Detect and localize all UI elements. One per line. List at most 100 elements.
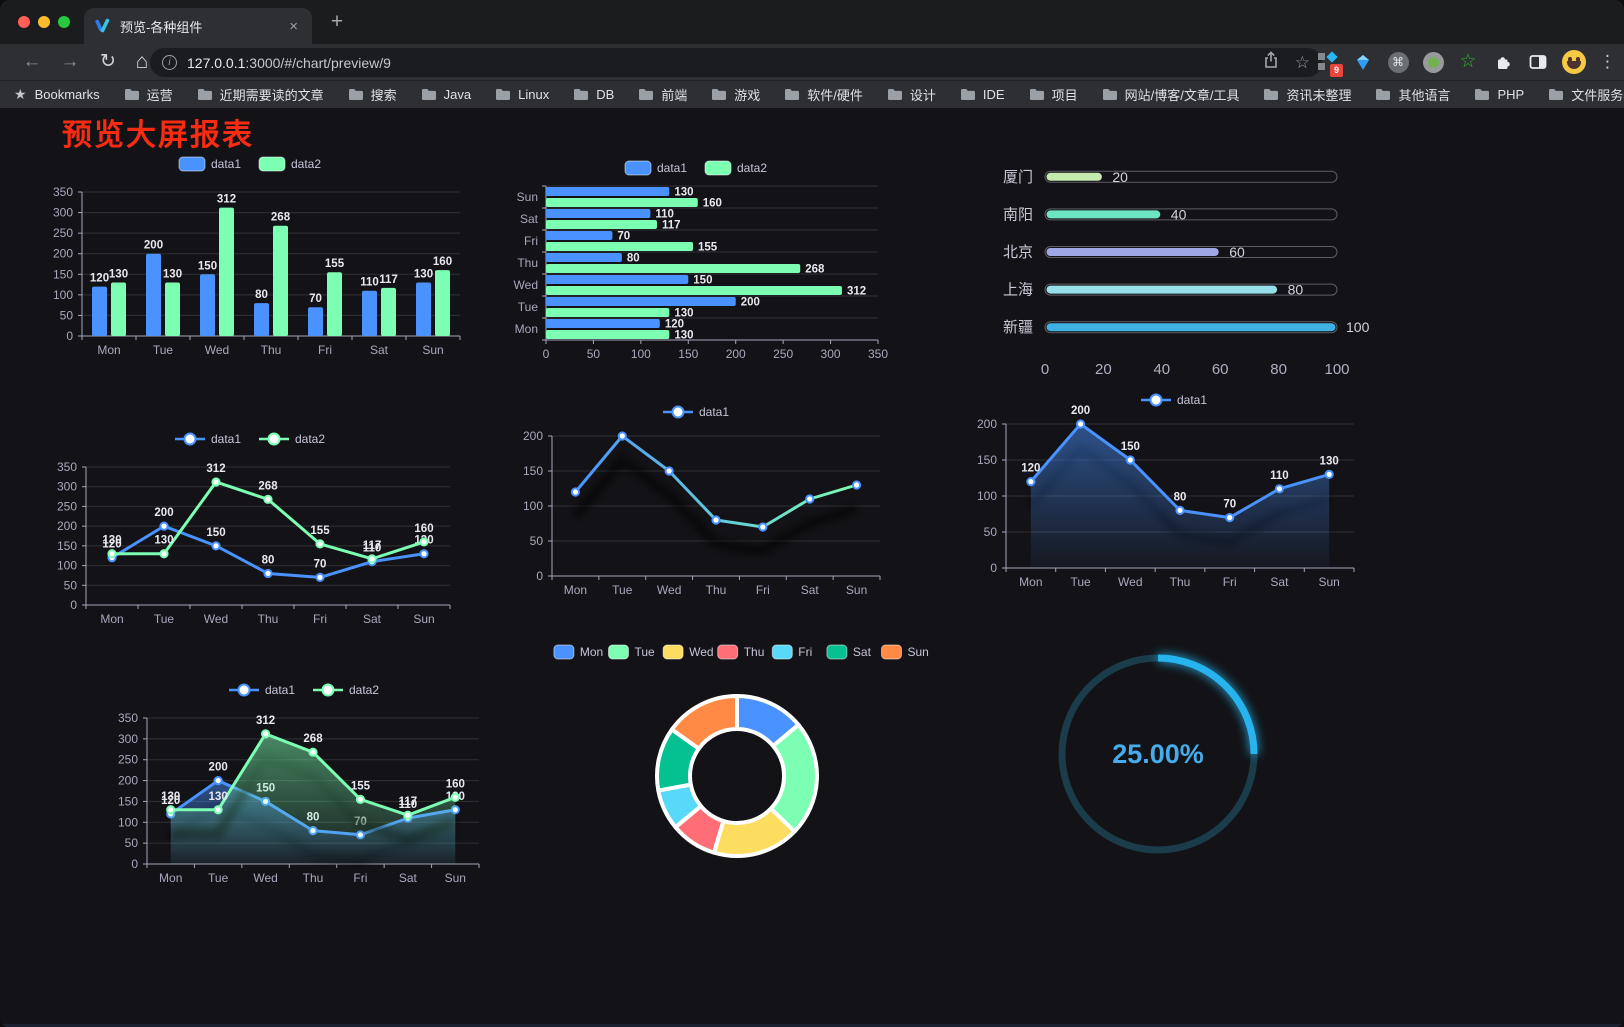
svg-text:50: 50 (984, 525, 998, 539)
bookmark-folder[interactable]: 运营 (124, 85, 173, 104)
extension-grid-icon[interactable]: 9 (1317, 51, 1343, 77)
donut-chart[interactable]: Mon Tue Wed Thu Fri Sat Sun (545, 636, 935, 868)
svg-text:Mon: Mon (97, 343, 120, 357)
extensions-cluster: 9 ⌘ ☆ (1317, 47, 1616, 77)
svg-text:Thu: Thu (258, 612, 279, 626)
svg-text:110: 110 (1270, 470, 1289, 482)
bookmark-folder[interactable]: 网站/博客/文章/工具 (1102, 85, 1239, 104)
bookmarks-bar: ★ Bookmarks 运营 近期需要读的文章 搜索 Java Linux DB 前端 游戏 软… (0, 80, 1624, 108)
bookmark-folder[interactable]: 前端 (638, 85, 687, 104)
dual-area-line-chart[interactable]: 0 50 100 150 200 250 300 350 Mon Tue Wed Thu Fri Sat S… (95, 672, 517, 888)
bookmark-folder[interactable]: 搜索 (348, 85, 397, 104)
svg-text:160: 160 (446, 778, 465, 790)
page-title: 预览大屏报表 (62, 119, 254, 152)
svg-text:100: 100 (118, 815, 138, 829)
home-icon[interactable]: ⌂ (135, 50, 149, 73)
bookmark-star-icon[interactable]: ☆ (1294, 52, 1310, 72)
svg-text:70: 70 (617, 231, 630, 243)
svg-text:155: 155 (310, 525, 330, 537)
svg-text:350: 350 (868, 347, 888, 361)
svg-text:350: 350 (57, 460, 77, 474)
svg-text:200: 200 (726, 347, 746, 361)
svg-text:117: 117 (662, 220, 681, 232)
svg-text:Tue: Tue (635, 645, 656, 659)
svg-text:Sat: Sat (1270, 575, 1289, 589)
svg-text:300: 300 (53, 206, 73, 220)
svg-text:Sun: Sun (413, 612, 434, 626)
browser-menu-icon[interactable]: ⋮ (1599, 52, 1616, 71)
svg-text:Sun: Sun (908, 645, 929, 659)
bookmark-folder[interactable]: 文件服务器 (1548, 85, 1624, 104)
sidebar-icon[interactable] (1527, 51, 1549, 73)
minimize-window-button[interactable] (38, 16, 50, 28)
svg-text:Sun: Sun (445, 871, 466, 885)
bookmark-folder[interactable]: 近期需要读的文章 (197, 85, 324, 104)
bookmark-folder[interactable]: 设计 (887, 85, 936, 104)
svg-text:110: 110 (655, 209, 674, 221)
svg-text:110: 110 (399, 799, 418, 811)
bookmark-folder[interactable]: 软件/硬件 (784, 85, 863, 104)
address-bar[interactable]: 127.0.0.1 :3000/#/chart/preview/9 ☆ (150, 48, 1322, 77)
progress-gauge[interactable]: 25.00% (1048, 644, 1268, 866)
svg-text:110: 110 (360, 277, 379, 289)
puzzle-icon[interactable] (1492, 51, 1514, 73)
bookmarks-manager[interactable]: ★ Bookmarks (14, 86, 100, 102)
site-info-icon[interactable] (162, 55, 177, 70)
svg-text:Fri: Fri (353, 871, 367, 885)
bookmark-folder[interactable]: Linux (495, 87, 549, 102)
bookmark-folder[interactable]: Java (421, 87, 471, 102)
tab-strip: 预览-各种组件 × + (0, 0, 1624, 44)
svg-text:data2: data2 (295, 432, 325, 446)
svg-text:data2: data2 (291, 157, 321, 171)
forward-icon[interactable]: → (60, 51, 80, 72)
svg-text:200: 200 (118, 774, 138, 788)
bookmark-folder[interactable]: IDE (960, 87, 1005, 102)
svg-text:60: 60 (1229, 244, 1245, 260)
svg-text:155: 155 (351, 780, 371, 792)
svg-text:120: 120 (665, 319, 684, 331)
back-icon[interactable]: ← (22, 51, 42, 72)
gradient-line-chart[interactable]: 0 50 100 150 200 Mon Tue Wed Thu Fri Sat Sun data1 (500, 398, 896, 612)
svg-text:130: 130 (209, 791, 228, 803)
profile-avatar[interactable] (1562, 50, 1586, 74)
browser-tab[interactable]: 预览-各种组件 × (84, 8, 312, 44)
svg-text:Wed: Wed (689, 645, 713, 659)
svg-text:Fri: Fri (798, 645, 812, 659)
svg-text:130: 130 (109, 269, 128, 281)
close-window-button[interactable] (18, 16, 30, 28)
maximize-window-button[interactable] (58, 16, 70, 28)
horizontal-bar-chart[interactable]: 0 50 100 150 200 250 300 350 Sun Sat Fri Thu Wed Tue M… (500, 152, 896, 368)
svg-text:80: 80 (627, 253, 640, 265)
extension-record-icon[interactable] (1422, 51, 1444, 73)
svg-text:70: 70 (309, 293, 322, 305)
svg-text:Thu: Thu (517, 256, 538, 270)
bookmark-folder[interactable]: 资讯未整理 (1263, 85, 1351, 104)
svg-text:60: 60 (1212, 361, 1229, 378)
svg-text:300: 300 (821, 347, 841, 361)
area-line-chart[interactable]: 0 50 100 150 200 Mon Tue Wed Thu Fri Sat Sun data1 12… (960, 388, 1392, 600)
line-chart-two-series[interactable]: 0 50 100 150 200 250 300 350 Mon Tue Wed Thu Fri Sat S… (36, 425, 468, 639)
bookmark-folder[interactable]: 项目 (1029, 85, 1078, 104)
bookmark-folder[interactable]: 其他语言 (1375, 85, 1450, 104)
tab-close-icon[interactable]: × (289, 17, 298, 35)
extension-gem-icon[interactable] (1352, 51, 1374, 73)
svg-text:155: 155 (698, 242, 718, 254)
extension-star-icon[interactable]: ☆ (1459, 51, 1477, 72)
grouped-bar-chart[interactable]: 0 50 100 150 200 250 300 350 Mon Tue Wed Thu Fri Sat S… (36, 146, 468, 364)
svg-text:130: 130 (154, 535, 173, 547)
bookmark-folder[interactable]: 游戏 (711, 85, 760, 104)
svg-text:data1: data1 (657, 161, 687, 175)
new-tab-button[interactable]: + (330, 10, 344, 33)
svg-text:Wed: Wed (204, 612, 228, 626)
svg-text:Fri: Fri (524, 234, 538, 248)
bookmark-folder[interactable]: PHP (1474, 87, 1524, 102)
bookmark-folder[interactable]: DB (573, 87, 614, 102)
svg-text:155: 155 (325, 258, 345, 270)
reload-icon[interactable]: ↻ (100, 51, 116, 72)
share-icon[interactable] (1263, 51, 1279, 74)
svg-text:厦门: 厦门 (1003, 169, 1033, 186)
svg-text:312: 312 (217, 194, 236, 206)
svg-text:120: 120 (1021, 463, 1040, 475)
extension-command-icon[interactable]: ⌘ (1387, 51, 1409, 73)
city-progress-chart[interactable]: 厦门 20 南阳 40 北京 60 上海 80 新疆 100 0 20 40 60 80 100 (955, 158, 1391, 382)
